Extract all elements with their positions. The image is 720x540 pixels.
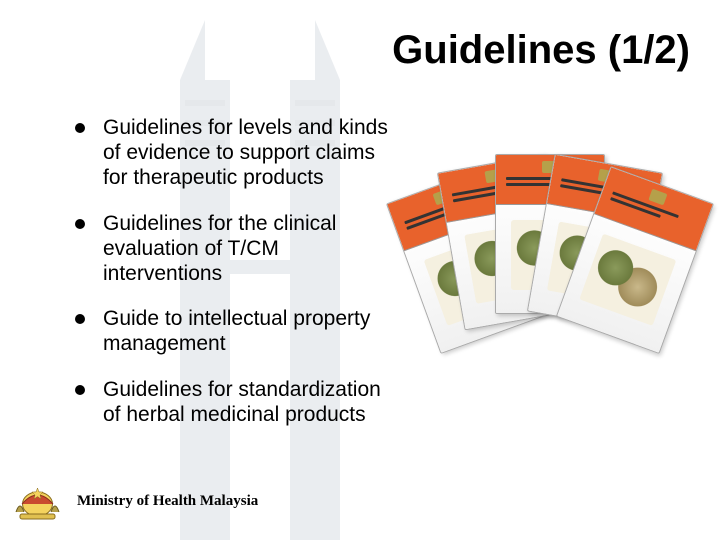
bullet-text: Guidelines for standardization of herbal… <box>103 377 395 427</box>
bullet-dot-icon <box>75 385 85 395</box>
slide-title: Guidelines (1/2) <box>392 28 690 73</box>
bullet-text: Guide to intellectual property managemen… <box>103 306 395 356</box>
bullet-dot-icon <box>75 314 85 324</box>
bullet-item: Guide to intellectual property managemen… <box>75 306 395 356</box>
bullet-item: Guidelines for levels and kinds of evide… <box>75 115 395 191</box>
bullet-list: Guidelines for levels and kinds of evide… <box>75 115 395 447</box>
bullet-dot-icon <box>75 219 85 229</box>
footer-text: Ministry of Health Malaysia <box>77 493 258 510</box>
brochure-image <box>579 234 676 326</box>
bullet-text: Guidelines for levels and kinds of evide… <box>103 115 395 191</box>
footer: Ministry of Health Malaysia <box>10 480 258 522</box>
brochure-crest-icon <box>648 189 667 206</box>
crest-icon <box>10 480 65 522</box>
bullet-item: Guidelines for the clinical evaluation o… <box>75 211 395 287</box>
bullet-dot-icon <box>75 123 85 133</box>
bullet-text: Guidelines for the clinical evaluation o… <box>103 211 395 287</box>
bullet-item: Guidelines for standardization of herbal… <box>75 377 395 427</box>
brochure-fan <box>410 140 690 350</box>
